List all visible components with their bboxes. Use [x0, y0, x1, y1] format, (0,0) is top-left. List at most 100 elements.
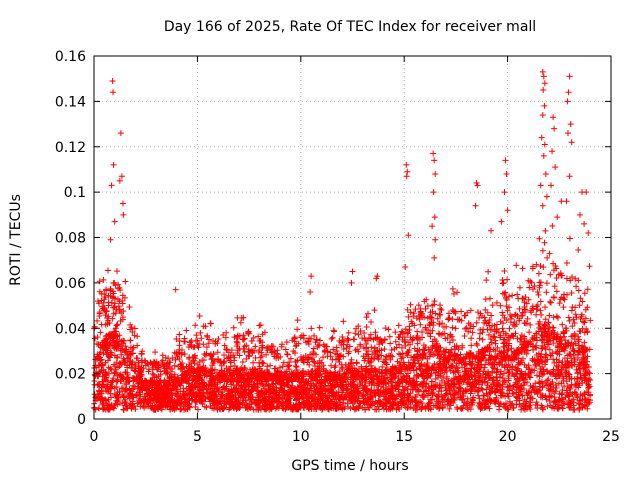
- data-point: [388, 346, 395, 353]
- data-point: [267, 362, 274, 369]
- data-point: [220, 384, 227, 391]
- data-point: [332, 356, 339, 363]
- data-point: [306, 335, 313, 342]
- data-point: [337, 382, 344, 389]
- data-point: [181, 338, 188, 345]
- data-point: [404, 306, 411, 313]
- data-point: [538, 345, 545, 352]
- data-point: [104, 349, 111, 356]
- data-point: [232, 368, 239, 375]
- data-point: [104, 402, 111, 409]
- data-point: [352, 368, 359, 375]
- data-point: [485, 403, 492, 410]
- data-point: [230, 352, 237, 359]
- data-point: [582, 397, 589, 404]
- data-point: [480, 352, 487, 359]
- data-point: [463, 353, 470, 360]
- data-point: [396, 334, 403, 341]
- data-point: [504, 406, 511, 413]
- data-point: [483, 386, 490, 393]
- data-point: [474, 387, 481, 394]
- data-point: [571, 348, 578, 355]
- data-point: [407, 399, 414, 406]
- data-point: [169, 399, 176, 406]
- data-point: [150, 371, 157, 378]
- data-point: [411, 322, 418, 329]
- data-point: [559, 272, 566, 279]
- data-point: [206, 336, 213, 343]
- data-point: [231, 405, 238, 412]
- data-point: [117, 360, 124, 367]
- data-point: [353, 325, 360, 332]
- data-point: [387, 340, 394, 347]
- data-point: [576, 404, 583, 411]
- data-point: [284, 381, 291, 388]
- data-point: [518, 345, 525, 352]
- data-point: [518, 368, 525, 375]
- data-point: [343, 345, 350, 352]
- data-point: [504, 307, 511, 314]
- data-point: [268, 342, 275, 349]
- data-point: [376, 392, 383, 399]
- data-point: [340, 353, 347, 360]
- data-point: [232, 395, 239, 402]
- data-point: [307, 385, 314, 392]
- data-point: [447, 332, 454, 339]
- data-point: [94, 334, 101, 341]
- data-point: [181, 351, 188, 358]
- data-point: [534, 357, 541, 364]
- data-point: [482, 296, 489, 303]
- data-point: [578, 375, 585, 382]
- data-point: [376, 399, 383, 406]
- data-point: [518, 336, 525, 343]
- data-point: [545, 341, 552, 348]
- data-point: [126, 358, 133, 365]
- data-point: [534, 289, 541, 296]
- data-point: [551, 283, 558, 290]
- data-point: [321, 347, 328, 354]
- data-point: [255, 394, 262, 401]
- data-point: [223, 365, 230, 372]
- data-point: [489, 356, 496, 363]
- data-point: [501, 370, 508, 377]
- data-point: [543, 280, 550, 287]
- data-point: [259, 339, 266, 346]
- data-point: [530, 383, 537, 390]
- data-point: [379, 339, 386, 346]
- data-point: [98, 297, 105, 304]
- data-point: [96, 288, 103, 295]
- data-point: [538, 311, 545, 318]
- data-point: [523, 338, 530, 345]
- data-point: [501, 291, 508, 298]
- data-point: [436, 404, 443, 411]
- data-point: [581, 290, 588, 297]
- data-point: [575, 384, 582, 391]
- data-point: [380, 393, 387, 400]
- data-point: [220, 374, 227, 381]
- data-point: [183, 327, 190, 334]
- data-point: [437, 305, 444, 312]
- data-point: [563, 275, 570, 282]
- data-point: [404, 386, 411, 393]
- data-point: [317, 337, 324, 344]
- data-point: [312, 380, 319, 387]
- data-point: [359, 368, 366, 375]
- data-point: [362, 406, 369, 413]
- data-point: [110, 304, 117, 311]
- data-point: [140, 382, 147, 389]
- data-point: [504, 384, 511, 391]
- data-point: [284, 351, 291, 358]
- data-point: [347, 405, 354, 412]
- data-point: [172, 356, 179, 363]
- data-point: [311, 359, 318, 366]
- data-point: [128, 365, 135, 372]
- data-point: [436, 363, 443, 370]
- data-point: [274, 374, 281, 381]
- data-point: [263, 351, 270, 358]
- data-point: [440, 374, 447, 381]
- data-point: [383, 400, 390, 407]
- data-point: [191, 360, 198, 367]
- data-point: [402, 400, 409, 407]
- data-point: [374, 372, 381, 379]
- data-point: [118, 351, 125, 358]
